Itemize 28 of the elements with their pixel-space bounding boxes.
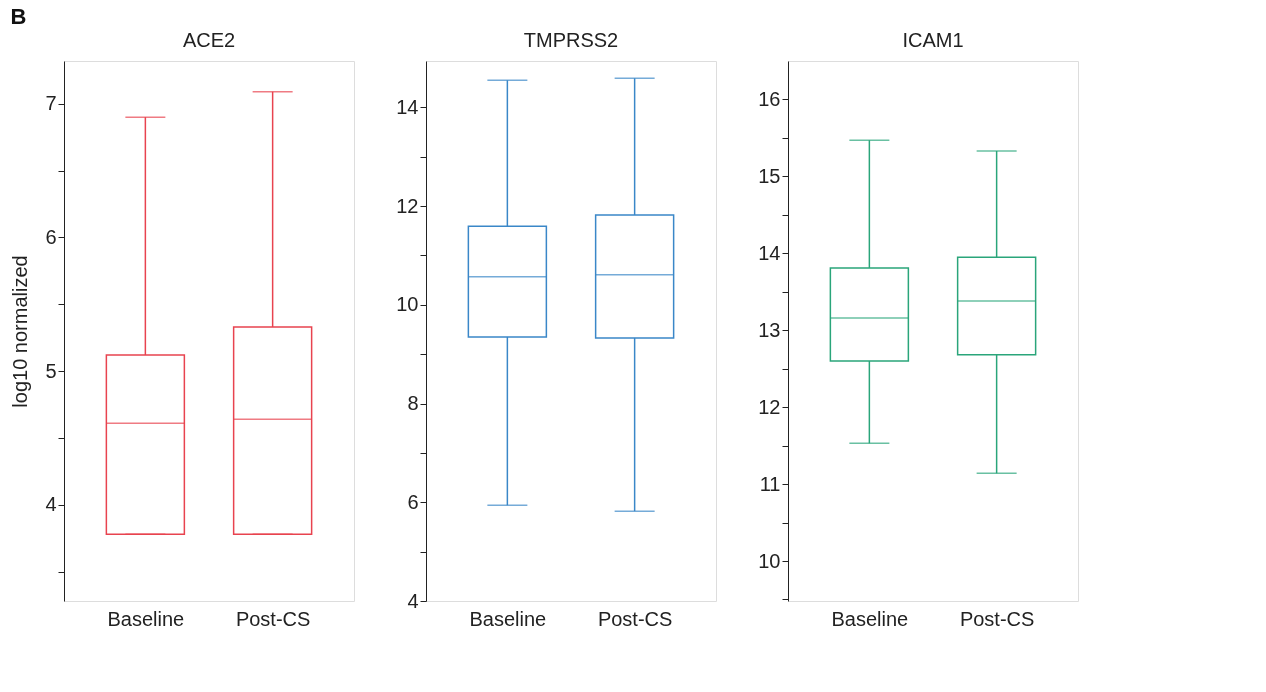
y-tick-label: 6 (407, 490, 419, 513)
y-tick-label: 15 (758, 164, 781, 187)
y-tick-label: 14 (396, 95, 419, 118)
x-tick-label: Baseline (107, 607, 185, 630)
x-tick-label: Post-CS (597, 607, 673, 630)
chart-title: TMPRSS2 (523, 29, 619, 51)
y-axis-title: log10 normalized (9, 255, 32, 408)
x-tick-label: Baseline (469, 607, 547, 630)
y-tick-label: 10 (396, 293, 419, 316)
y-tick-label: 10 (758, 549, 781, 572)
y-tick-label: 12 (758, 395, 781, 418)
y-tick-label: 5 (45, 359, 57, 382)
x-tick-label: Baseline (831, 607, 909, 630)
x-tick-label: Post-CS (235, 607, 311, 630)
text: B (10, 3, 27, 29)
y-tick-label: 16 (758, 87, 781, 110)
y-tick-label: 13 (758, 318, 781, 341)
y-tick-label: 7 (45, 92, 57, 115)
x-tick-label: Post-CS (959, 607, 1035, 630)
y-tick-label: 8 (407, 392, 419, 415)
y-tick-label: 12 (396, 194, 419, 217)
y-tick-label: 4 (45, 493, 57, 516)
y-tick-label: 4 (407, 589, 419, 612)
y-tick-label: 6 (45, 225, 57, 248)
chart-title: ICAM1 (902, 29, 964, 51)
y-tick-label: 14 (758, 241, 781, 264)
chart-title: ACE2 (182, 29, 236, 51)
y-tick-label: 11 (759, 472, 781, 495)
